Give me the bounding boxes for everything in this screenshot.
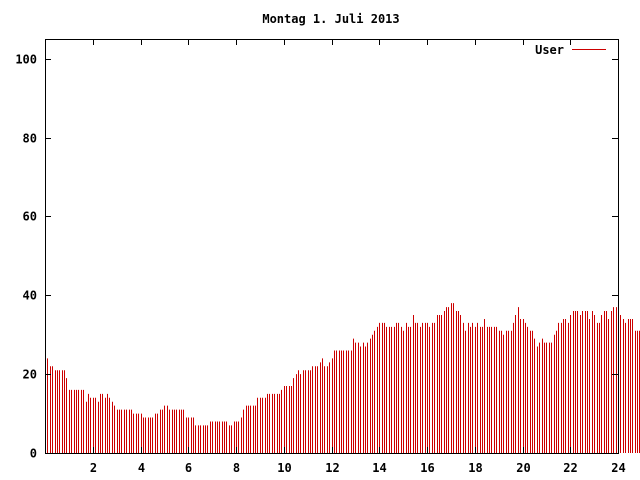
x-tick-label: 18 [468,461,482,475]
x-tick-label: 24 [611,461,625,475]
y-tick-label: 60 [23,210,37,224]
x-tick-label: 4 [138,461,145,475]
x-tick-label: 8 [233,461,240,475]
y-tick-label: 40 [23,289,37,303]
chart-title: Montag 1. Juli 2013 [262,12,399,26]
x-tick-label: 16 [420,461,434,475]
y-tick-label: 80 [23,132,37,146]
legend: User [535,43,606,57]
x-tick-label: 12 [325,461,339,475]
x-tick-label: 2 [90,461,97,475]
y-tick-label: 100 [15,53,37,67]
x-tick-label: 10 [277,461,291,475]
tick-group [45,39,619,454]
legend-label: User [535,43,564,57]
x-tick-label: 14 [372,461,386,475]
y-tick-label: 0 [30,447,37,461]
y-tick-label: 20 [23,368,37,382]
x-tick-label: 22 [563,461,577,475]
x-tick-label: 6 [185,461,192,475]
bar-group [45,303,640,453]
x-tick-label: 20 [516,461,530,475]
